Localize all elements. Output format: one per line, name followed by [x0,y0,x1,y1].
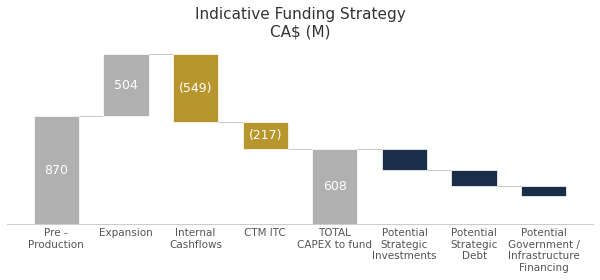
Text: (217): (217) [248,129,282,142]
Bar [34,116,79,224]
Title: Indicative Funding Strategy
CA$ (M): Indicative Funding Strategy CA$ (M) [194,7,406,39]
Bar [312,149,358,224]
Text: (549): (549) [179,81,212,95]
Text: 608: 608 [323,180,347,193]
Bar [382,149,427,170]
Bar [242,122,288,149]
Bar [173,54,218,122]
Bar [521,186,566,196]
Text: 504: 504 [114,79,138,92]
Bar [103,54,149,116]
Text: 870: 870 [44,164,68,177]
Bar [451,170,497,186]
